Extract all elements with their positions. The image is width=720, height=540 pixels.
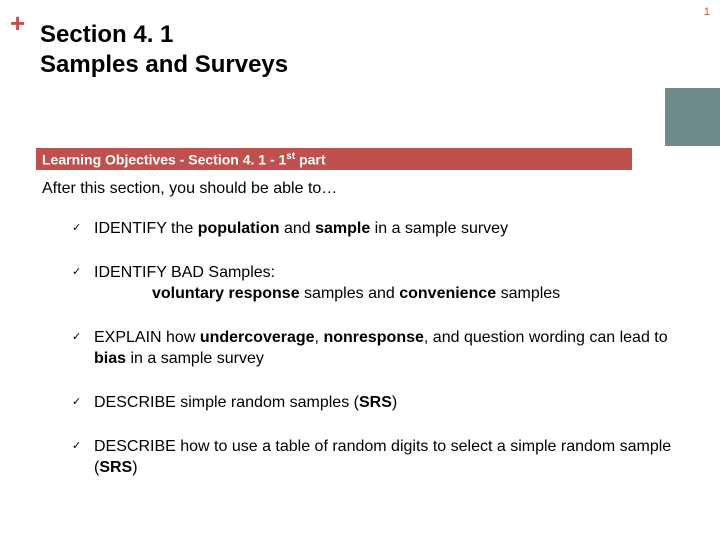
list-item: ✓ DESCRIBE simple random samples (SRS)	[72, 392, 672, 414]
text-segment: bias	[94, 350, 126, 367]
intro-text: After this section, you should be able t…	[42, 180, 337, 198]
check-icon: ✓	[72, 221, 81, 236]
text-segment: sample	[315, 220, 370, 237]
list-item-text: IDENTIFY BAD Samples:	[94, 264, 275, 281]
title-line-2: Samples and Surveys	[40, 50, 288, 80]
objectives-list: ✓ IDENTIFY the population and sample in a…	[72, 218, 672, 501]
text-segment: samples and	[300, 285, 400, 302]
text-segment: SRS	[359, 394, 392, 411]
text-segment: )	[392, 394, 397, 411]
list-item-indent: voluntary response samples and convenien…	[152, 283, 672, 305]
text-segment: in a sample survey	[126, 350, 264, 367]
text-segment: undercoverage	[200, 329, 315, 346]
objectives-bar: Learning Objectives - Section 4. 1 - 1st…	[36, 148, 632, 170]
text-segment: EXPLAIN how	[94, 329, 200, 346]
title-line-1: Section 4. 1	[40, 20, 288, 50]
list-item-text: DESCRIBE how to use a table of random di…	[94, 438, 671, 477]
check-icon: ✓	[72, 265, 81, 280]
text-segment: samples	[496, 285, 560, 302]
list-item: ✓ IDENTIFY the population and sample in a…	[72, 218, 672, 240]
plus-icon: +	[10, 8, 25, 39]
text-segment: population	[198, 220, 280, 237]
list-item: ✓ IDENTIFY BAD Samples: voluntary response…	[72, 262, 672, 305]
list-item: ✓ DESCRIBE how to use a table of random d…	[72, 436, 672, 479]
objectives-bar-text: Learning Objectives - Section 4. 1 - 1st…	[42, 151, 326, 168]
text-segment: SRS	[99, 459, 132, 476]
list-item: ✓ EXPLAIN how undercoverage, nonresponse,…	[72, 327, 672, 370]
page-number: 1	[704, 6, 710, 18]
slide-title: Section 4. 1 Samples and Surveys	[40, 20, 288, 80]
list-item-text: IDENTIFY the population and sample in a …	[94, 220, 508, 237]
text-segment: , and question wording can lead to	[424, 329, 668, 346]
text-segment: in a sample survey	[370, 220, 508, 237]
text-segment: DESCRIBE how to use a table of random di…	[94, 438, 671, 477]
check-icon: ✓	[72, 439, 81, 454]
text-segment: and	[280, 220, 316, 237]
objectives-prefix: Learning Objectives - Section 4. 1 - 1	[42, 151, 286, 167]
text-segment: )	[132, 459, 137, 476]
check-icon: ✓	[72, 395, 81, 410]
text-segment: convenience	[399, 285, 496, 302]
objectives-suffix: part	[295, 151, 325, 167]
list-item-text: EXPLAIN how undercoverage, nonresponse, …	[94, 329, 668, 368]
check-icon: ✓	[72, 330, 81, 345]
text-segment: IDENTIFY BAD Samples:	[94, 264, 275, 281]
text-segment: DESCRIBE simple random samples (	[94, 394, 359, 411]
accent-block	[665, 88, 720, 146]
list-item-text: DESCRIBE simple random samples (SRS)	[94, 394, 397, 411]
text-segment: voluntary response	[152, 285, 300, 302]
text-segment: IDENTIFY the	[94, 220, 198, 237]
objectives-sup: st	[286, 151, 295, 162]
text-segment: nonresponse	[323, 329, 423, 346]
